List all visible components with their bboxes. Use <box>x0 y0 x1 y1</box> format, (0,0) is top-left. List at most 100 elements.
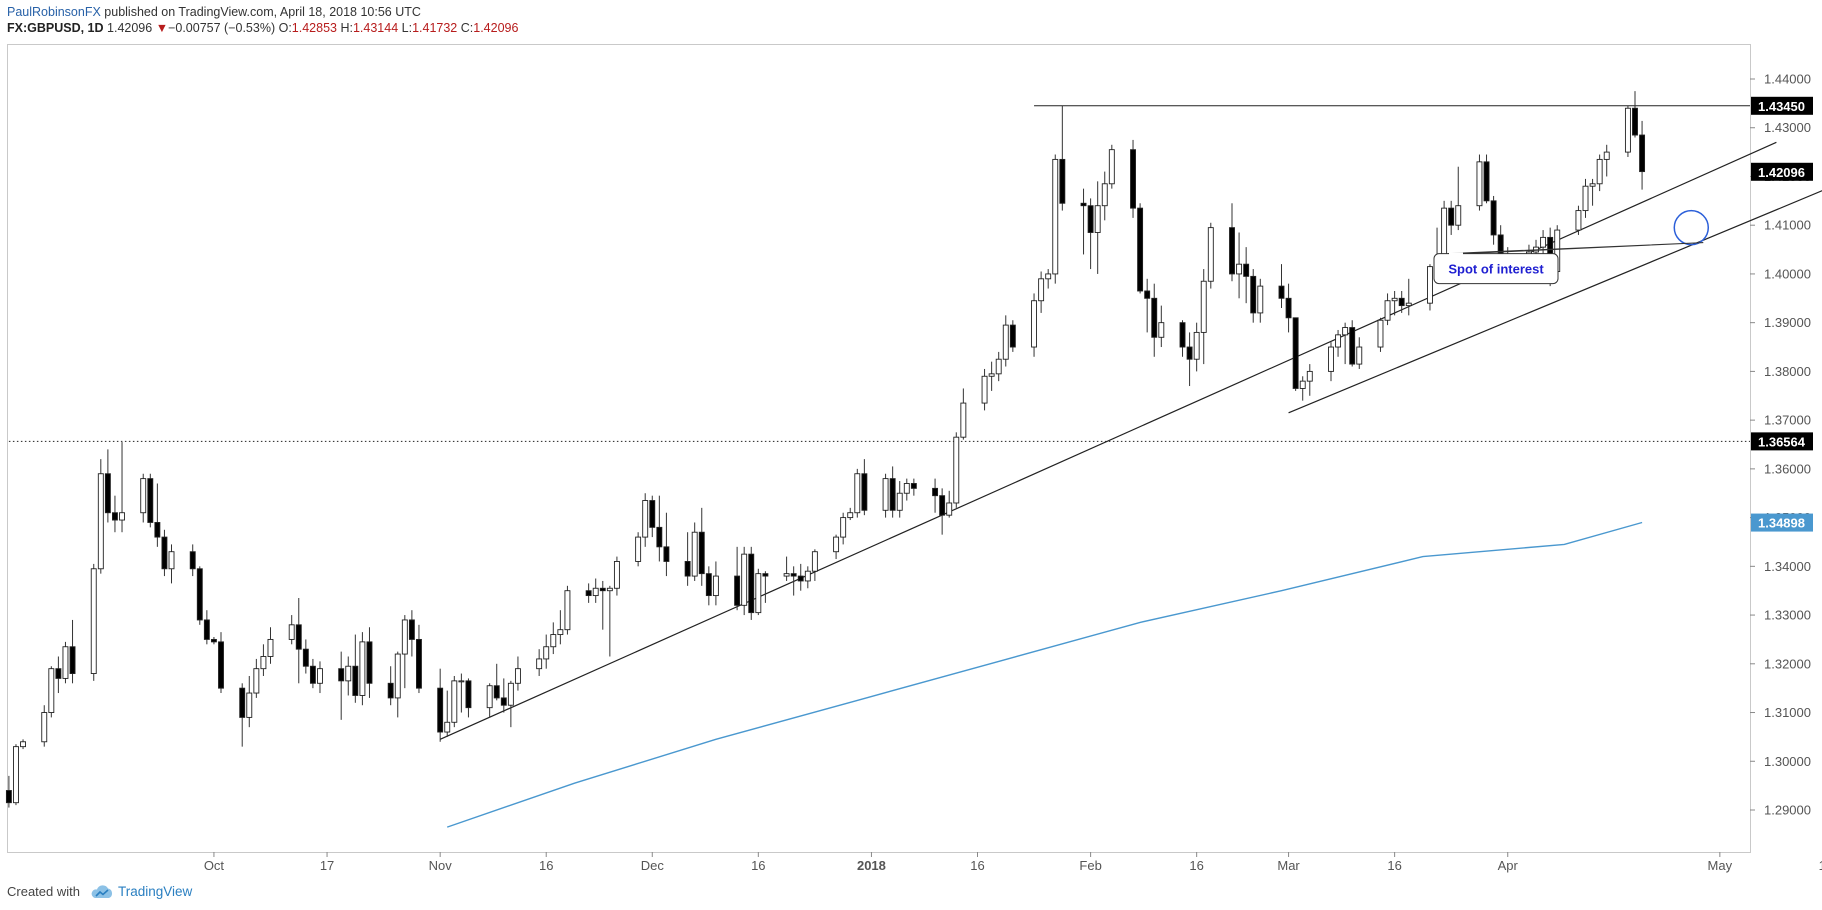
candle-body <box>1624 107 1631 153</box>
author-link[interactable]: PaulRobinsonFX <box>7 5 101 19</box>
candle-down <box>599 580 606 630</box>
candle-up <box>394 651 401 718</box>
candle-body <box>1285 297 1292 319</box>
candle-body <box>210 638 217 643</box>
candle-up <box>41 705 48 747</box>
x-tick-label: Apr <box>1498 858 1519 873</box>
candle-body <box>691 531 698 577</box>
candle-body <box>833 536 840 553</box>
candle-body <box>119 512 125 521</box>
candle-down <box>161 529 168 577</box>
candle-body <box>458 680 465 683</box>
candle-up <box>1002 315 1009 367</box>
open-label: O: <box>278 21 292 35</box>
trendline-1 <box>439 141 1777 740</box>
candle-up <box>946 490 953 518</box>
candle-body <box>1455 205 1462 226</box>
candle-down <box>5 775 12 808</box>
candle-up <box>260 644 267 676</box>
symbol-label[interactable]: FX:GBPUSD, 1D <box>7 21 104 35</box>
candle-up <box>359 632 366 706</box>
candle-body <box>48 668 55 713</box>
candle-down <box>748 546 755 620</box>
candle-body <box>663 546 670 562</box>
candle-up <box>847 507 854 521</box>
callout-text: Spot of interest <box>1448 262 1544 277</box>
candle-body <box>1031 300 1038 348</box>
candle-body <box>1144 290 1151 299</box>
candle-down <box>585 583 592 603</box>
candle-body <box>698 531 705 575</box>
candle-down <box>203 610 210 645</box>
candle-down <box>1009 320 1016 352</box>
candle-body <box>811 551 818 572</box>
candle-up <box>635 532 642 567</box>
candle-body <box>861 473 868 511</box>
candle-body <box>564 590 571 631</box>
tradingview-logo[interactable]: TradingView <box>90 884 192 899</box>
tradingview-brand[interactable]: TradingView <box>117 884 193 899</box>
candle-up <box>317 661 323 694</box>
y-tick-label: 1.43000 <box>1764 120 1811 135</box>
candle-body <box>267 638 274 657</box>
candle-body <box>953 436 960 504</box>
high-value: 1.43144 <box>352 21 399 35</box>
candle-body <box>514 668 521 684</box>
candle-down <box>1144 278 1151 333</box>
candle-up <box>246 675 253 728</box>
candle-body <box>1490 200 1497 236</box>
candle-body <box>416 638 422 689</box>
candle-body <box>253 668 260 694</box>
close-label: C: <box>460 21 474 35</box>
candle-body <box>1391 297 1398 302</box>
price-label-bg <box>1751 162 1813 181</box>
price-axis[interactable]: 1.29000 1.30000 1.31000 1.32000 1.33000 1.340… <box>1750 72 1811 818</box>
candle-body <box>1052 158 1059 275</box>
candle-body <box>1108 149 1115 185</box>
candle-body <box>408 619 415 640</box>
y-tick-label: 1.36000 <box>1764 461 1811 476</box>
candle-up <box>514 656 521 691</box>
candle-up <box>1589 178 1596 206</box>
candle-up <box>592 578 599 603</box>
candle-body <box>783 573 790 577</box>
candle-body <box>1589 183 1596 187</box>
candle-down <box>663 512 670 577</box>
candle-down <box>69 619 76 684</box>
candle-body <box>20 741 26 748</box>
candle-body <box>1540 236 1547 248</box>
candle-down <box>734 546 741 611</box>
candle-up <box>854 468 861 518</box>
candle-body <box>465 680 472 709</box>
candle-up <box>811 549 818 581</box>
candle-down <box>1179 320 1186 357</box>
candle-body <box>910 483 917 489</box>
candle-body <box>1582 185 1589 212</box>
candle-up <box>97 459 104 574</box>
x-tick-label: May <box>1708 858 1733 873</box>
candle-body <box>1405 302 1412 307</box>
candle-body <box>295 624 302 650</box>
candle-up <box>267 627 274 664</box>
candle-down <box>1130 139 1136 218</box>
candle-body <box>1137 207 1144 292</box>
created-with-text: Created with <box>7 884 80 899</box>
candle-body <box>635 536 642 562</box>
candle-body <box>55 668 62 679</box>
candle-body <box>797 575 804 582</box>
candle-down <box>239 683 246 747</box>
candle-body <box>147 478 154 523</box>
time-axis[interactable]: Oct17Nov16Dec16201816Feb16Mar16AprMay16J… <box>204 852 1822 873</box>
published-text: published on TradingView.com, April 18, … <box>100 5 421 19</box>
candle-body <box>734 575 741 606</box>
candle-down <box>1490 195 1497 245</box>
candle-up <box>543 634 550 669</box>
price-label: 1.34898 <box>1758 516 1805 531</box>
candle-down <box>366 627 373 698</box>
annotations-layer: Spot of interest <box>1433 209 1710 285</box>
candle-body <box>889 478 896 511</box>
footer: Created with TradingView <box>7 884 192 899</box>
candle-down <box>55 656 62 694</box>
candle-body <box>557 629 564 636</box>
